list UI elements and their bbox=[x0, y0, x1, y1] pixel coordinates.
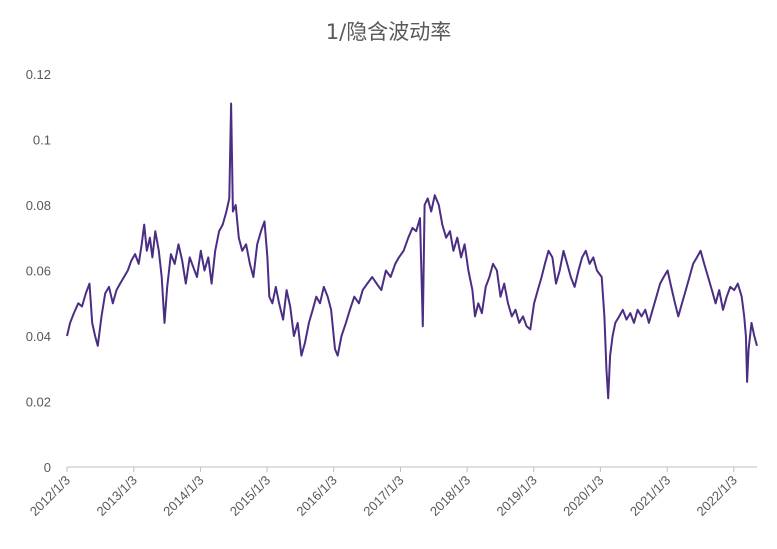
x-tick-label: 2014/1/3 bbox=[160, 473, 206, 519]
y-tick-label: 0.02 bbox=[26, 395, 51, 410]
x-tick-label: 2013/1/3 bbox=[94, 473, 140, 519]
x-tick-label: 2021/1/3 bbox=[627, 473, 673, 519]
y-axis-ticks: 0 0.02 0.04 0.06 0.08 0.1 0.12 bbox=[26, 67, 51, 475]
x-tick-label: 2020/1/3 bbox=[560, 473, 606, 519]
x-tick-label: 2012/1/3 bbox=[27, 473, 73, 519]
y-tick-label: 0.1 bbox=[33, 133, 51, 148]
x-tick-label: 2017/1/3 bbox=[360, 473, 406, 519]
y-tick-label: 0.08 bbox=[26, 198, 51, 213]
x-tick-label: 2019/1/3 bbox=[493, 473, 539, 519]
y-tick-label: 0.06 bbox=[26, 264, 51, 279]
y-tick-label: 0.12 bbox=[26, 67, 51, 82]
chart-title: 1/隐含波动率 bbox=[325, 20, 452, 44]
x-tick-label: 2022/1/3 bbox=[694, 473, 740, 519]
x-tick-label: 2016/1/3 bbox=[293, 473, 339, 519]
y-tick-label: 0.04 bbox=[26, 329, 51, 344]
x-tick-label: 2015/1/3 bbox=[227, 473, 273, 519]
series-line bbox=[66, 102, 758, 400]
x-axis-ticks: 2012/1/3 2013/1/3 2014/1/3 2015/1/3 2016/1/3… bbox=[27, 467, 740, 519]
x-tick-label: 2018/1/3 bbox=[427, 473, 473, 519]
y-tick-label: 0 bbox=[44, 460, 51, 475]
